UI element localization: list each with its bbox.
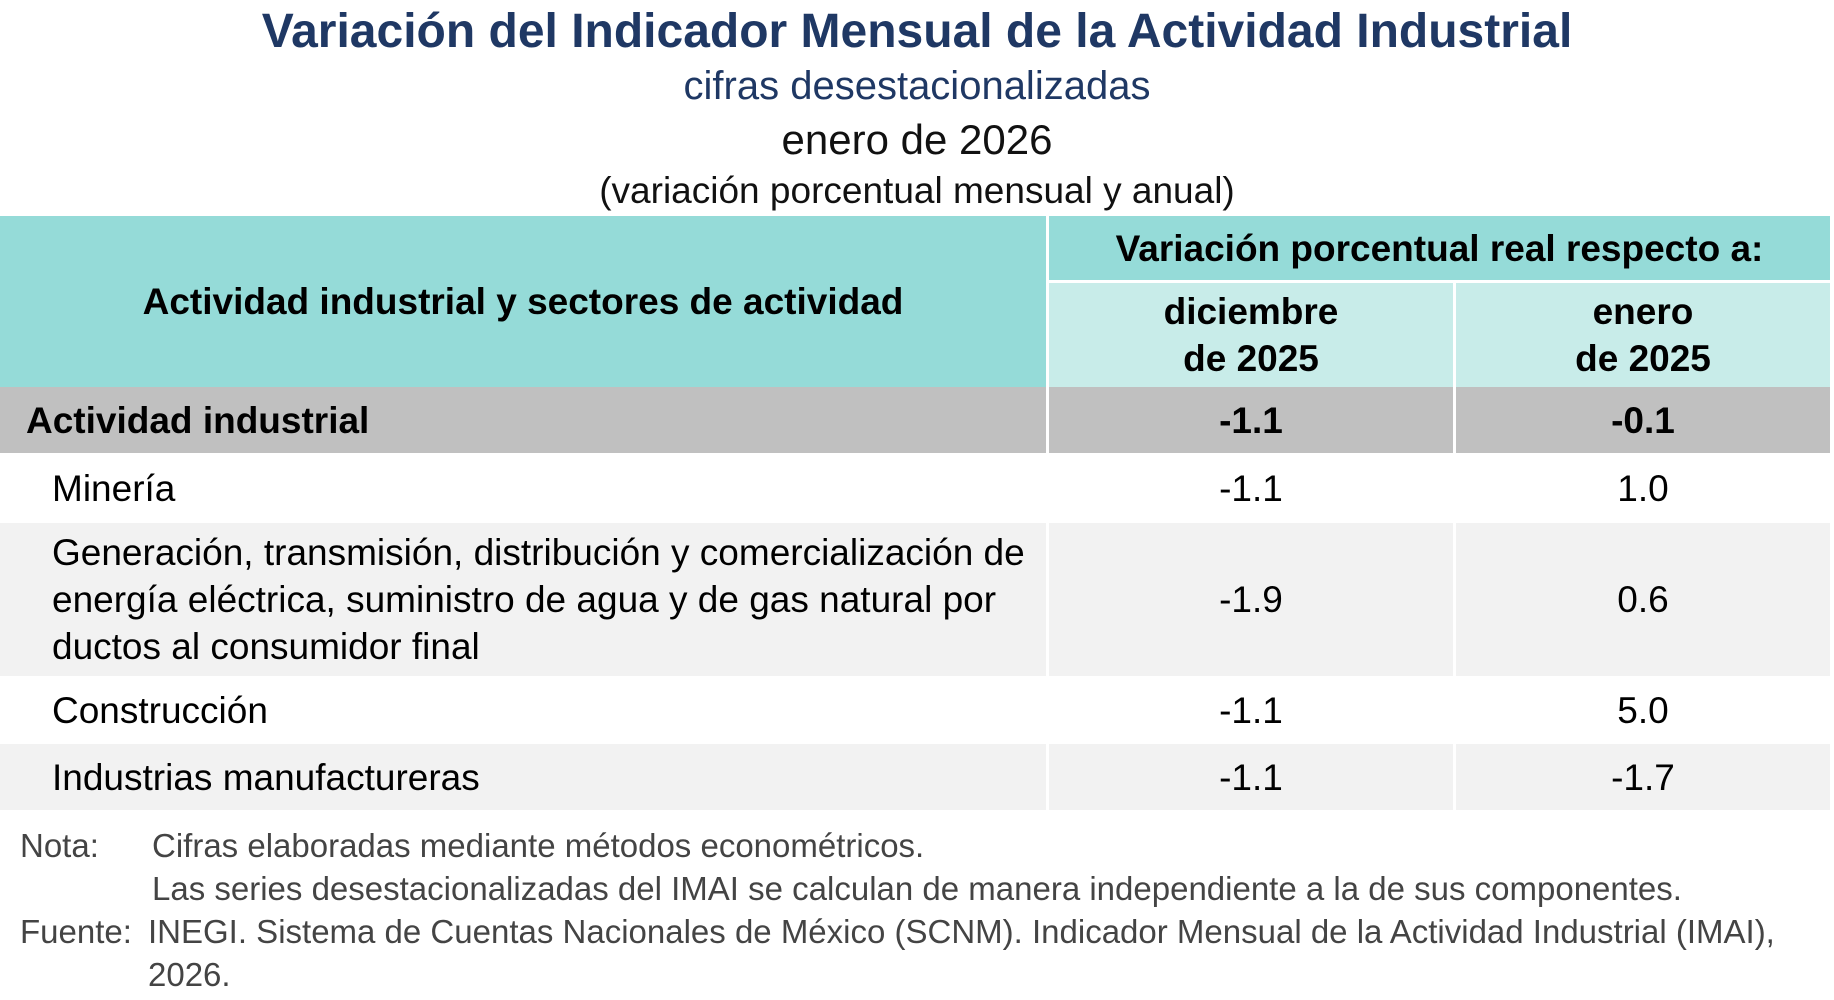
row-label: Actividad industrial (0, 387, 1046, 453)
row-label: Minería (0, 455, 1046, 522)
value-cell: -1.7 (1456, 744, 1830, 810)
unit: (variación porcentual mensual y anual) (599, 170, 1235, 211)
note-label: Nota: (20, 827, 99, 864)
value-cell: -1.1 (1049, 455, 1453, 522)
value-cell: -0.1 (1456, 387, 1830, 453)
row-label: Construcción (0, 677, 1046, 743)
value-cell: -1.9 (1049, 523, 1453, 676)
value-cell: -1.1 (1049, 677, 1453, 743)
column-header: diciembre de 2025 (1049, 283, 1453, 387)
note-line: Las series desestacionalizadas del IMAI … (152, 870, 1682, 907)
value-cell: 5.0 (1456, 677, 1830, 743)
row-label: Generación, transmisión, distribución y … (0, 523, 1046, 676)
subtitle: cifras desestacionalizadas (683, 64, 1151, 108)
column-header: enero de 2025 (1456, 283, 1830, 387)
value-cell: -1.1 (1049, 744, 1453, 810)
value-cell: -1.1 (1049, 387, 1453, 453)
source: INEGI. Sistema de Cuentas Nacionales de … (148, 913, 1775, 993)
title: Variación del Indicador Mensual de la Ac… (261, 5, 1573, 58)
value-cell: 0.6 (1456, 523, 1830, 676)
group-header: Variación porcentual real respecto a: (1049, 216, 1830, 280)
corner-header: Actividad industrial y sectores de activ… (0, 216, 1046, 387)
value-cell: 1.0 (1456, 455, 1830, 522)
note-line: Cifras elaboradas mediante métodos econo… (152, 827, 925, 864)
source-label: Fuente: (20, 913, 132, 950)
row-label: Industrias manufactureras (0, 744, 1046, 810)
period: enero de 2026 (781, 116, 1053, 163)
